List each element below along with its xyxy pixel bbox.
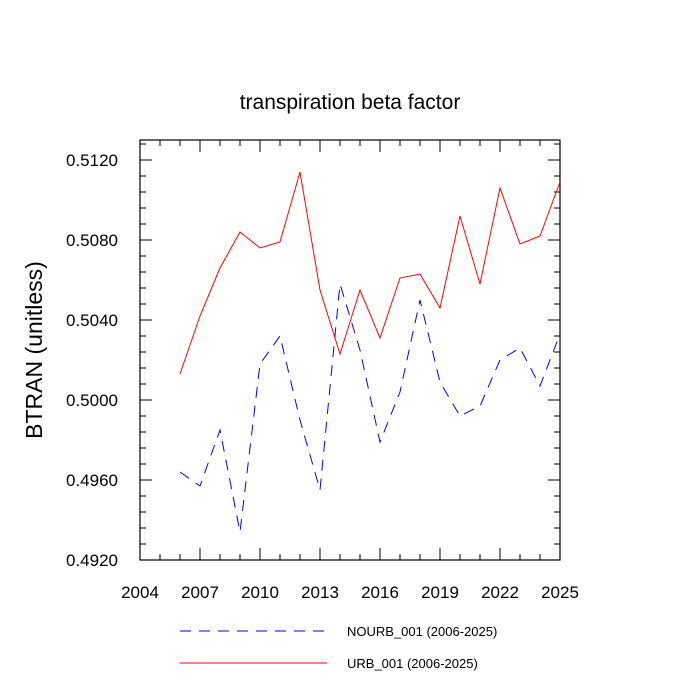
y-tick-label: 0.5000 [66, 391, 118, 410]
axis-ticks [139, 140, 561, 561]
legend-label: URB_001 (2006-2025) [347, 656, 478, 671]
y-axis-label: BTRAN (unitless) [21, 261, 47, 439]
series-line-urb-001 [179, 171, 561, 375]
x-tick-label: 2016 [361, 583, 399, 602]
legend-label: NOURB_001 (2006-2025) [347, 624, 497, 639]
y-tick-label: 0.4920 [66, 551, 118, 570]
x-tick-label: 2010 [241, 583, 279, 602]
y-tick-label: 0.5040 [66, 311, 118, 330]
x-tick-label: 2022 [481, 583, 519, 602]
x-tick-label: 2013 [301, 583, 339, 602]
plot-frame [139, 139, 561, 561]
x-tick-label: 2025 [541, 583, 579, 602]
x-tick-label: 2019 [421, 583, 459, 602]
series-line-nourb-001 [179, 283, 561, 533]
y-tick-label: 0.5120 [66, 151, 118, 170]
axis-tick-labels: 2004 2007 2010 2013 2016 2019 2022 2025 0.4920 0.… [66, 151, 579, 602]
x-tick-label: 2007 [181, 583, 219, 602]
y-tick-label: 0.4960 [66, 471, 118, 490]
y-tick-label: 0.5080 [66, 231, 118, 250]
chart-title: transpiration beta factor [240, 91, 461, 114]
x-tick-label: 2004 [121, 583, 159, 602]
legend: NOURB_001 (2006-2025) URB_001 (2006-2025) [180, 624, 497, 671]
series-lines [179, 171, 561, 533]
